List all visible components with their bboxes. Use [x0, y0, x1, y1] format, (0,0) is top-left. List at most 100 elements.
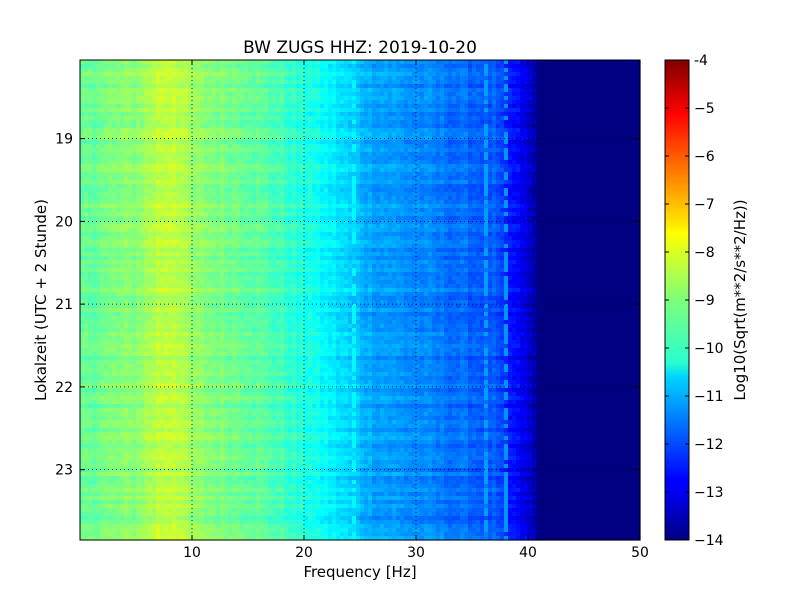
heatmap-cell: [80, 140, 85, 145]
heatmap-cell: [372, 156, 377, 161]
heatmap-cell: [588, 60, 593, 65]
heatmap-cell: [416, 104, 421, 109]
heatmap-cell: [256, 200, 261, 205]
heatmap-cell: [532, 196, 537, 201]
heatmap-cell: [444, 104, 449, 109]
heatmap-cell: [632, 108, 637, 113]
heatmap-cell: [92, 140, 97, 145]
heatmap-cell: [156, 72, 161, 77]
heatmap-cell: [204, 96, 209, 101]
heatmap-cell: [588, 184, 593, 189]
heatmap-cell: [380, 188, 385, 193]
heatmap-cell: [384, 156, 389, 161]
heatmap-cell: [284, 140, 289, 145]
heatmap-cell: [492, 168, 497, 173]
heatmap-cell: [564, 60, 569, 65]
heatmap-cell: [264, 76, 269, 81]
heatmap-cell: [356, 136, 361, 141]
heatmap-cell: [456, 148, 461, 153]
heatmap-cell: [268, 156, 273, 161]
heatmap-cell: [308, 76, 313, 81]
heatmap-cell: [280, 200, 285, 205]
heatmap-cell: [240, 76, 245, 81]
heatmap-cell: [568, 128, 573, 133]
heatmap-cell: [432, 100, 437, 105]
heatmap-cell: [284, 168, 289, 173]
heatmap-cell: [204, 104, 209, 109]
heatmap-cell: [256, 156, 261, 161]
heatmap-cell: [304, 68, 309, 73]
heatmap-cell: [408, 200, 413, 205]
heatmap-cell: [192, 152, 197, 157]
heatmap-cell: [476, 60, 481, 65]
heatmap-cell: [524, 100, 529, 105]
heatmap-cell: [620, 84, 625, 89]
heatmap-cell: [436, 172, 441, 177]
heatmap-cell: [228, 80, 233, 85]
heatmap-cell: [176, 92, 181, 97]
heatmap-cell: [572, 128, 577, 133]
heatmap-cell: [168, 120, 173, 125]
heatmap-cell: [108, 152, 113, 157]
heatmap-cell: [456, 108, 461, 113]
heatmap-cell: [632, 128, 637, 133]
heatmap-cell: [596, 72, 601, 77]
heatmap-cell: [276, 176, 281, 181]
heatmap-cell: [448, 96, 453, 101]
heatmap-cell: [96, 200, 101, 205]
heatmap-cell: [512, 132, 517, 137]
heatmap-cell: [504, 168, 509, 173]
heatmap-cell: [492, 120, 497, 125]
heatmap-cell: [484, 68, 489, 73]
heatmap-cell: [620, 68, 625, 73]
heatmap-cell: [400, 72, 405, 77]
heatmap-cell: [420, 168, 425, 173]
heatmap-cell: [624, 76, 629, 81]
heatmap-cell: [456, 136, 461, 141]
heatmap-cell: [384, 188, 389, 193]
heatmap-cell: [356, 120, 361, 125]
heatmap-cell: [392, 140, 397, 145]
heatmap-cell: [224, 64, 229, 69]
heatmap-cell: [292, 172, 297, 177]
heatmap-cell: [92, 160, 97, 165]
heatmap-cell: [104, 176, 109, 181]
heatmap-cell: [540, 72, 545, 77]
heatmap-cell: [144, 68, 149, 73]
heatmap-cell: [396, 96, 401, 101]
heatmap-cell: [412, 120, 417, 125]
heatmap-cell: [344, 144, 349, 149]
heatmap-cell: [160, 176, 165, 181]
heatmap-cell: [172, 168, 177, 173]
heatmap-cell: [244, 84, 249, 89]
heatmap-cell: [376, 196, 381, 201]
heatmap-cell: [268, 164, 273, 169]
heatmap-cell: [356, 84, 361, 89]
heatmap-cell: [308, 196, 313, 201]
heatmap-cell: [520, 84, 525, 89]
heatmap-cell: [220, 92, 225, 97]
heatmap-cell: [160, 112, 165, 117]
heatmap-cell: [400, 136, 405, 141]
heatmap-cell: [96, 92, 101, 97]
heatmap-cell: [632, 116, 637, 121]
heatmap-cell: [536, 100, 541, 105]
heatmap-cell: [252, 132, 257, 137]
heatmap-cell: [116, 172, 121, 177]
heatmap-cell: [428, 144, 433, 149]
heatmap-cell: [548, 164, 553, 169]
heatmap-cell: [572, 68, 577, 73]
heatmap-cell: [472, 172, 477, 177]
heatmap-cell: [140, 148, 145, 153]
heatmap-cell: [388, 96, 393, 101]
heatmap-cell: [480, 180, 485, 185]
heatmap-cell: [312, 80, 317, 85]
heatmap-cell: [596, 168, 601, 173]
heatmap-cell: [572, 184, 577, 189]
heatmap-cell: [608, 72, 613, 77]
heatmap-cell: [88, 124, 93, 129]
heatmap-cell: [424, 200, 429, 205]
heatmap-cell: [216, 84, 221, 89]
heatmap-cell: [300, 144, 305, 149]
heatmap-cell: [580, 180, 585, 185]
